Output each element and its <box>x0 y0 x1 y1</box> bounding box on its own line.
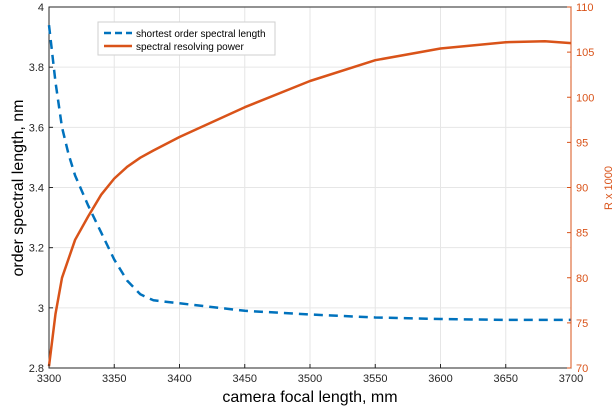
x-axis-label: camera focal length, mm <box>222 389 397 406</box>
y-left-tick-label: 3 <box>38 303 44 315</box>
legend-box <box>97 21 276 56</box>
y-right-tick-label: 75 <box>576 318 588 330</box>
legend-label-series-2: spectral resolving power <box>136 42 244 53</box>
grid <box>48 6 572 369</box>
y-right-tick-label: 105 <box>576 47 594 59</box>
series-line-2 <box>47 40 572 367</box>
y-left-tick-label: 3.8 <box>29 62 44 74</box>
y-right-tick-label: 85 <box>576 228 588 240</box>
x-tick-label: 3600 <box>428 373 452 385</box>
y-left-tick-label: 3.4 <box>29 183 44 195</box>
y-right-tick-label: 110 <box>576 2 594 14</box>
y-right-tick-label: 90 <box>576 183 588 195</box>
y-right-tick-label: 95 <box>576 137 588 149</box>
x-tick-label: 3450 <box>233 373 257 385</box>
x-tick-label: 3550 <box>363 373 387 385</box>
y-right-tick-label: 80 <box>576 273 588 285</box>
series-group <box>47 24 572 367</box>
y-axis-left-label: order spectral length, nm <box>10 100 27 277</box>
x-tick-label: 3400 <box>167 373 191 385</box>
x-tick-label: 3300 <box>37 373 61 385</box>
x-tick-label: 3650 <box>494 373 518 385</box>
y-right-tick-label: 70 <box>576 363 588 375</box>
y-left-tick-label: 4 <box>38 2 44 14</box>
x-tick-label: 3500 <box>298 373 322 385</box>
legend-label-series-1: shortest order spectral length <box>136 29 266 40</box>
y-right-tick-label: 100 <box>576 92 594 104</box>
ticks-group: 3300 3350 3400 3450 3500 3550 3600 3650 3700 2.8 3… <box>29 2 595 385</box>
x-tick-label: 3700 <box>559 373 583 385</box>
x-tick-label: 3350 <box>102 373 126 385</box>
y-left-tick-label: 3.2 <box>29 243 44 255</box>
y-left-tick-label: 3.6 <box>29 122 44 134</box>
series-line-1 <box>47 24 571 322</box>
y-left-tick-label: 2.8 <box>29 363 44 375</box>
legend: shortest order spectral length spectral … <box>97 21 276 56</box>
y-axis-right-label: R x 1000 <box>603 166 613 210</box>
